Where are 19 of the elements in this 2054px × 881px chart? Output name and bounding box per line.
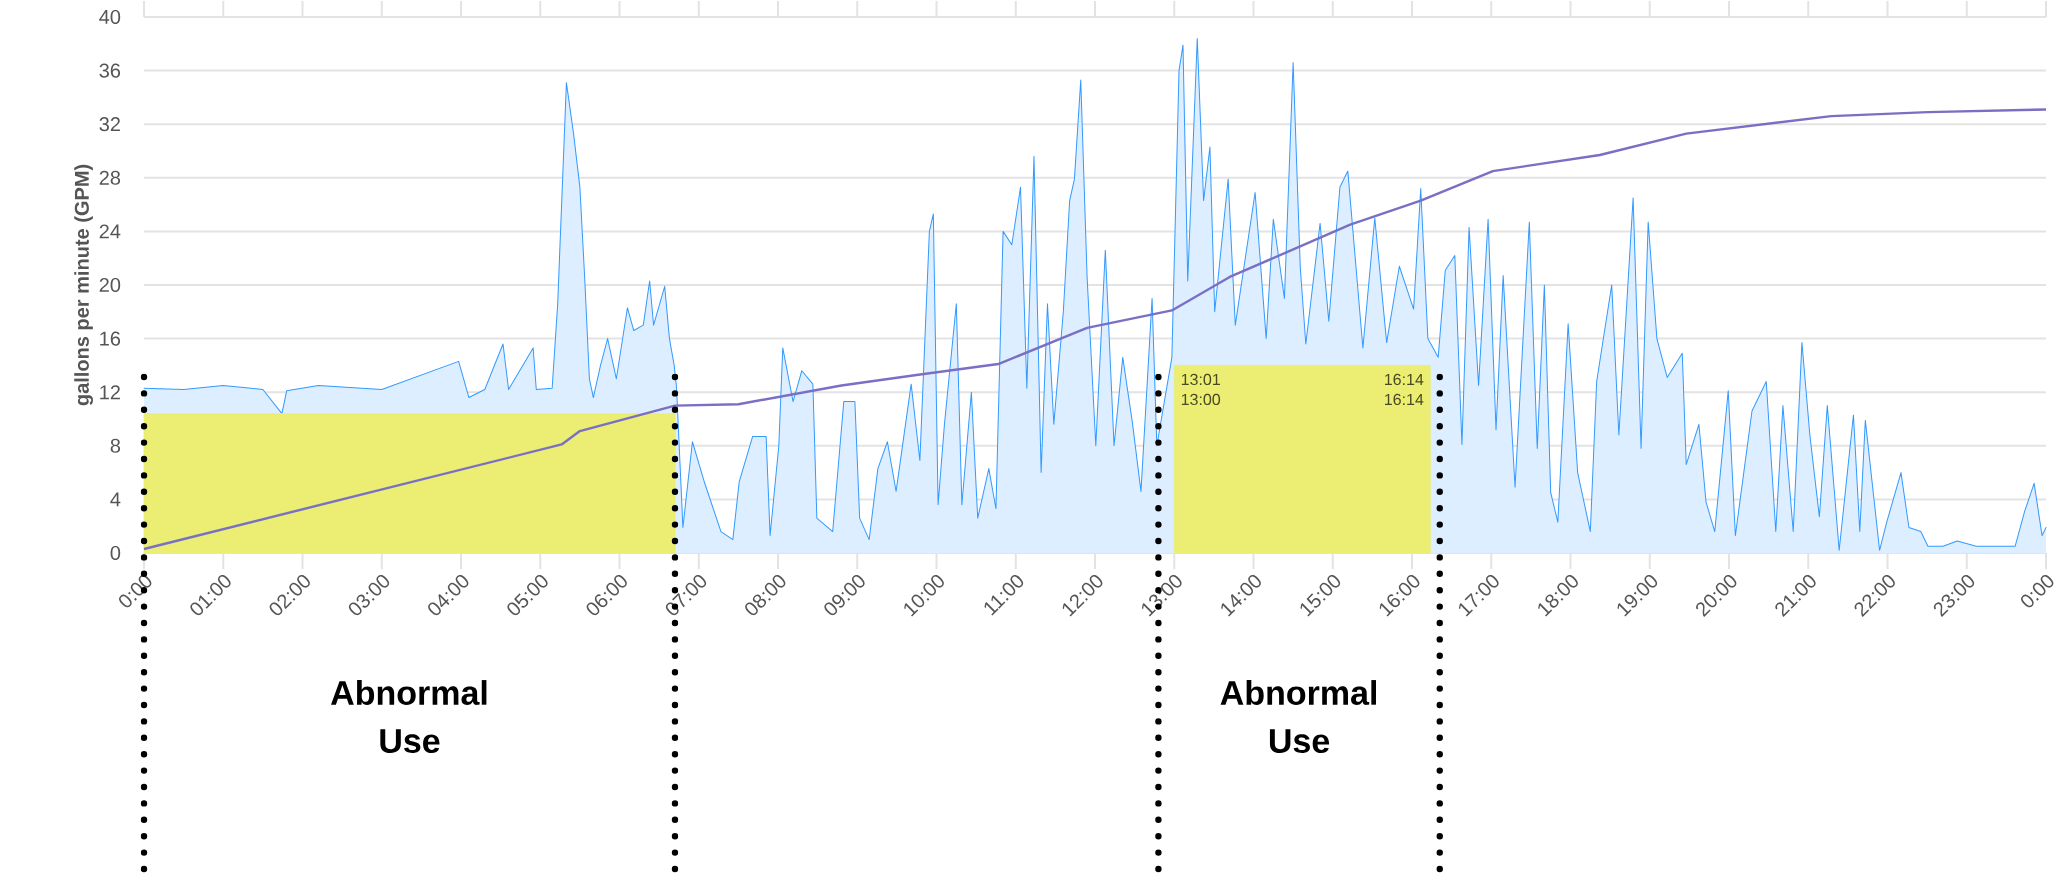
y-tick-label: 40 <box>99 9 121 25</box>
y-axis-title: gallons per minute (GPM) <box>74 164 93 406</box>
text: Abnormal Use <box>331 680 487 754</box>
y-tick-label: 32 <box>99 117 120 132</box>
x-tick-label: 0:00 <box>2021 574 2054 608</box>
y-tick-label: 36 <box>99 63 121 78</box>
y-tick-label: 0 <box>110 545 121 561</box>
y-tick-label: 12 <box>100 385 120 400</box>
y-tick-label: 24 <box>99 224 121 239</box>
annotation: 16:14 <box>1385 373 1424 386</box>
y-tick-label: 16 <box>100 331 121 346</box>
annotation: 13:01 <box>1181 373 1220 386</box>
y-tick-label: 20 <box>99 277 121 293</box>
annotation: 16:14 <box>1385 393 1424 406</box>
text: Abnormal Use <box>1220 680 1376 754</box>
annotation: 13:00 <box>1181 393 1221 406</box>
y-tick-label: 4 <box>110 492 121 507</box>
y-tick-label: 28 <box>99 170 121 185</box>
y-tick-label: 8 <box>110 438 121 453</box>
